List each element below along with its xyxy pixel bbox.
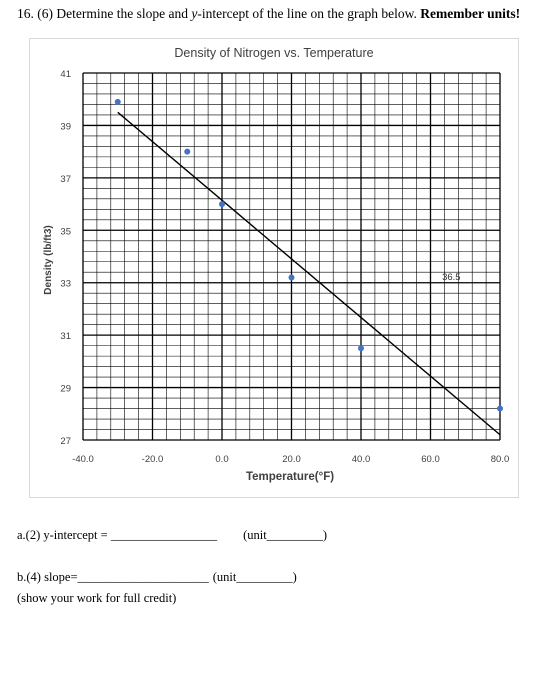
y-tick-label: 37 [60,174,71,185]
grid [82,72,501,441]
x-tick-label: 80.0 [491,454,510,465]
x-tick-label: 0.0 [215,454,228,465]
data-point [219,201,225,208]
answer-b-blank[interactable]: _____________________ [77,570,209,584]
data-point [114,98,121,105]
y-tick-label: 27 [60,436,71,447]
chart-frame [29,38,519,498]
answer-a: a.(2) y-intercept = _________________ (un… [17,528,327,543]
question-prefix: 16. (6) Determine the slope and [17,6,192,21]
trend-line [117,111,501,436]
answer-a-label: a.(2) y-intercept = [17,528,111,542]
answer-a-unit[interactable]: (unit_________) [243,528,328,542]
question-middle: -intercept of the line on the graph belo… [197,6,421,21]
data-point [358,345,364,352]
y-tick-label: 35 [60,226,71,237]
data-point [288,274,295,281]
y-tick-label: 41 [60,69,71,80]
question-text: 16. (6) Determine the slope and y-interc… [17,6,520,22]
x-tick-label: -40.0 [72,454,94,465]
data-point [497,405,503,412]
tick-labels: -40.0 -20.0 0.0 20.0 40.0 60.0 80.0 41 39 37 35 33 3… [60,69,509,465]
y-tick-label: 29 [60,384,71,395]
work-note: (show your work for full credit) [17,591,177,605]
y-axis-title: Density (lb/ft3) [43,225,54,294]
data-points [114,98,503,412]
answer-b: b.(4) slope=_____________________ (unit__… [17,570,297,585]
annotation-label: 36.5 [442,272,461,283]
answer-b-label: b.(4) slope= [17,570,78,584]
question-var: y [191,6,198,21]
x-tick-label: -20.0 [142,454,164,465]
answer-b-unit[interactable]: (unit_________) [212,570,297,584]
x-tick-label: 60.0 [421,454,440,465]
y-tick-label: 31 [60,331,71,342]
x-axis-title: Temperature(°F) [246,471,334,483]
y-tick-label: 33 [60,279,71,290]
x-tick-label: 20.0 [282,454,301,465]
y-tick-label: 39 [60,121,71,132]
chart-title: Density of Nitrogen vs. Temperature [174,46,373,60]
answer-a-blank[interactable]: _________________ [110,528,218,542]
x-tick-label: 40.0 [352,454,371,465]
question-emphasis: Remember units! [420,6,521,21]
data-point [184,148,191,155]
